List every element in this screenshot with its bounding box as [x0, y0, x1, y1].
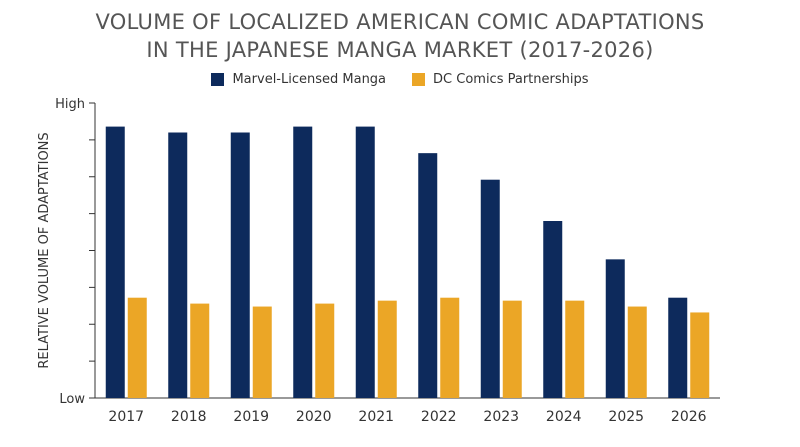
bar-dc-2026 — [690, 312, 710, 398]
x-tick-label: 2023 — [483, 409, 519, 425]
legend-label-marvel: Marvel-Licensed Manga — [232, 72, 387, 87]
bar-dc-2024 — [565, 300, 585, 398]
x-tick-label: 2022 — [421, 409, 457, 425]
bar-dc-2025 — [627, 306, 647, 398]
bar-dc-2017 — [127, 297, 147, 398]
x-tick-label: 2021 — [358, 409, 394, 425]
bar-marvel-2021 — [355, 126, 375, 398]
legend-swatch-marvel — [211, 73, 225, 86]
bar-marvel-2025 — [605, 259, 625, 398]
bar-marvel-2018 — [168, 132, 188, 398]
bar-marvel-2026 — [668, 297, 688, 398]
bar-marvel-2023 — [480, 179, 500, 398]
bar-dc-2020 — [315, 303, 335, 398]
bar-marvel-2024 — [543, 221, 563, 398]
chart-bars — [105, 126, 710, 398]
chart-title-line-1: VOLUME OF LOCALIZED AMERICAN COMIC ADAPT… — [95, 10, 705, 34]
bar-marvel-2019 — [230, 132, 250, 398]
x-tick-label: 2025 — [608, 409, 644, 425]
legend-swatch-dc — [412, 73, 426, 86]
y-tick-label-low: Low — [59, 392, 85, 407]
bar-dc-2023 — [502, 300, 522, 398]
bar-marvel-2017 — [105, 126, 125, 398]
x-tick-label: 2024 — [546, 409, 582, 425]
legend-item-dc: DC Comics Partnerships — [412, 72, 589, 87]
bar-dc-2022 — [440, 297, 460, 398]
y-axis-title: RELATIVE VOLUME OF ADAPTATIONS — [37, 132, 52, 368]
chart-title-line-2: IN THE JAPANESE MANGA MARKET (2017-2026) — [146, 38, 654, 62]
bar-dc-2018 — [190, 303, 210, 398]
bar-marvel-2020 — [293, 126, 313, 398]
x-tick-label: 2026 — [671, 409, 707, 425]
x-tick-label: 2020 — [296, 409, 332, 425]
chart-labels: High Low RELATIVE VOLUME OF ADAPTATIONS 201… — [37, 97, 707, 425]
x-tick-label: 2019 — [233, 409, 269, 425]
legend-label-dc: DC Comics Partnerships — [433, 72, 589, 87]
legend-item-marvel: Marvel-Licensed Manga — [211, 72, 386, 87]
chart-legend: Marvel-Licensed Manga DC Comics Partners… — [0, 72, 800, 87]
bar-dc-2019 — [252, 306, 272, 398]
bar-marvel-2022 — [418, 153, 438, 398]
y-tick-label-high: High — [55, 97, 85, 112]
bar-dc-2021 — [377, 300, 397, 398]
x-tick-label: 2017 — [108, 409, 144, 425]
x-tick-label: 2018 — [171, 409, 207, 425]
